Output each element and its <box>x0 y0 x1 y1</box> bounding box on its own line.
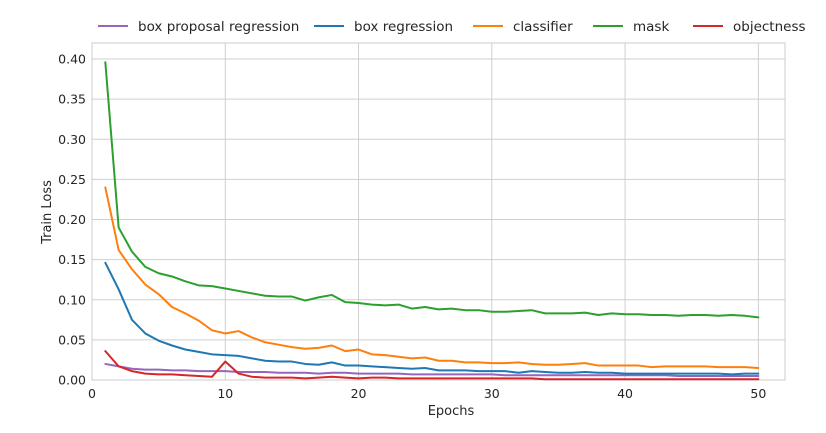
x-axis-ticks: 0 10 20 30 40 50 <box>88 386 766 401</box>
series-line-objectness <box>104 350 760 381</box>
legend-label: box proposal regression <box>138 19 299 35</box>
x-tick-label: 0 <box>88 386 96 401</box>
y-tick-label: 0.35 <box>58 92 86 107</box>
x-tick-label: 10 <box>217 386 233 401</box>
legend-label: box regression <box>354 19 453 35</box>
y-axis-ticks: 0.00 0.05 0.10 0.15 0.20 0.25 0.30 0.35 0.40 <box>58 52 86 388</box>
legend-item: classifier <box>473 19 573 35</box>
legend-item: box proposal regression <box>98 19 299 35</box>
series-line-mask <box>104 61 760 319</box>
x-tick-label: 40 <box>617 386 633 401</box>
y-tick-label: 0.30 <box>58 132 86 147</box>
chart-grid <box>91 43 785 381</box>
y-tick-label: 0.20 <box>58 212 86 227</box>
legend-item: objectness <box>693 19 806 35</box>
plot-area-frame <box>91 42 786 381</box>
legend-item: mask <box>593 19 669 35</box>
chart-series <box>104 61 760 381</box>
x-tick-label: 50 <box>750 386 766 401</box>
legend-item: box regression <box>314 19 453 35</box>
y-tick-label: 0.00 <box>58 373 86 388</box>
y-axis-label: Train Loss <box>40 180 55 245</box>
legend-label: classifier <box>513 19 573 35</box>
series-line-box-regression <box>104 261 760 376</box>
y-tick-label: 0.10 <box>58 292 86 307</box>
y-tick-label: 0.05 <box>58 332 86 347</box>
legend-label: mask <box>633 19 669 35</box>
x-tick-label: 30 <box>484 386 500 401</box>
x-axis-label: Epochs <box>428 404 475 419</box>
y-tick-label: 0.40 <box>58 52 86 67</box>
y-tick-label: 0.25 <box>58 172 86 187</box>
chart-legend: box proposal regression box regression cla… <box>98 19 806 35</box>
legend-label: objectness <box>733 19 806 35</box>
series-line-classifier <box>104 186 760 369</box>
y-tick-label: 0.15 <box>58 252 86 267</box>
x-tick-label: 20 <box>351 386 367 401</box>
series-line-box-proposal-regression <box>104 362 760 377</box>
